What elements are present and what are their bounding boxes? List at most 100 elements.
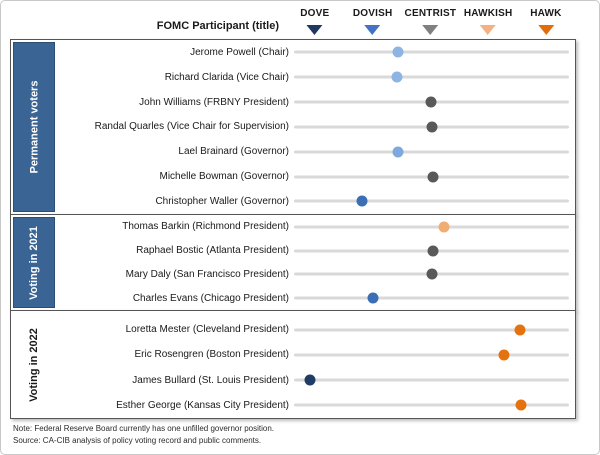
participant-row: John Williams (FRBNY President) bbox=[57, 90, 575, 114]
participant-name: James Bullard (St. Louis President) bbox=[132, 374, 289, 386]
group-section: Voting in 2022 Loretta Mester (Cleveland … bbox=[10, 310, 576, 419]
scale-category-label: HAWKISH bbox=[463, 8, 513, 19]
group-label: Voting in 2021 bbox=[28, 225, 41, 300]
scale-category-label: DOVE bbox=[300, 8, 330, 19]
source-line: Source: CA-CIB analysis of policy voting… bbox=[13, 435, 262, 445]
track-line bbox=[294, 296, 569, 300]
stance-dot bbox=[427, 171, 439, 183]
stance-track bbox=[294, 65, 569, 89]
participant-row: Esther George (Kansas City President) bbox=[57, 393, 575, 417]
participant-name: Lael Brainard (Governor) bbox=[178, 146, 289, 158]
track-line bbox=[294, 75, 569, 79]
participant-row: Loretta Mester (Cleveland President) bbox=[57, 318, 575, 342]
scale-header-track: DOVE DOVISH CENTRIST HAWKISH HAWK bbox=[290, 1, 569, 39]
participant-name: Richard Clarida (Vice Chair) bbox=[164, 71, 289, 83]
stance-track bbox=[294, 263, 569, 287]
stance-track bbox=[294, 239, 569, 263]
track-line bbox=[294, 378, 569, 382]
stance-dot bbox=[514, 324, 526, 336]
participant-name: Raphael Bostic (Atlanta President) bbox=[136, 245, 289, 257]
group-sidebar: Voting in 2022 bbox=[13, 313, 55, 416]
stance-dot bbox=[426, 268, 438, 280]
track-line bbox=[294, 50, 569, 54]
participant-name: Charles Evans (Chicago President) bbox=[132, 292, 289, 304]
stance-track bbox=[294, 368, 569, 392]
stance-dot bbox=[392, 146, 404, 158]
track-line bbox=[294, 353, 569, 357]
participant-name: Christopher Waller (Governor) bbox=[155, 195, 289, 207]
scale-category: HAWK bbox=[530, 8, 561, 35]
participant-row: Lael Brainard (Governor) bbox=[57, 140, 575, 164]
scale-category-label: HAWK bbox=[530, 8, 562, 19]
participant-row: Michelle Bowman (Governor) bbox=[57, 165, 575, 189]
participant-name: Esther George (Kansas City President) bbox=[116, 399, 289, 411]
scale-category: HAWKISH bbox=[464, 8, 513, 35]
participant-row: Eric Rosengren (Boston President) bbox=[57, 343, 575, 367]
stance-track bbox=[294, 393, 569, 417]
stance-dot bbox=[367, 292, 379, 304]
participant-name: Eric Rosengren (Boston President) bbox=[134, 349, 289, 361]
participant-row: Thomas Barkin (Richmond President) bbox=[57, 215, 575, 239]
scale-category-label: CENTRIST bbox=[404, 8, 457, 19]
hawkish-triangle-icon bbox=[480, 25, 497, 35]
group-label: Permanent voters bbox=[28, 80, 40, 174]
stance-track bbox=[294, 40, 569, 64]
stance-dot bbox=[426, 121, 438, 133]
stance-dot bbox=[438, 221, 450, 233]
stance-dot bbox=[427, 245, 439, 257]
participant-name: Michelle Bowman (Governor) bbox=[159, 171, 290, 183]
participant-name: Thomas Barkin (Richmond President) bbox=[122, 221, 289, 233]
hawk-triangle-icon bbox=[537, 25, 554, 35]
footnotes: Note: Federal Reserve Board currently ha… bbox=[13, 423, 274, 446]
group-label: Voting in 2022 bbox=[28, 327, 41, 402]
participant-name: Mary Daly (San Francisco President) bbox=[125, 268, 289, 280]
scale-category-label: DOVISH bbox=[352, 8, 393, 19]
stance-track bbox=[294, 189, 569, 213]
participant-name: Randal Quarles (Vice Chair for Supervisi… bbox=[94, 121, 289, 133]
participant-row: Richard Clarida (Vice Chair) bbox=[57, 65, 575, 89]
participant-row: Christopher Waller (Governor) bbox=[57, 189, 575, 213]
stance-track bbox=[294, 318, 569, 342]
track-line bbox=[294, 225, 569, 229]
participant-name: Jerome Powell (Chair) bbox=[190, 46, 289, 58]
sections: Permanent voters Jerome Powell (Chair) Ric… bbox=[10, 39, 576, 419]
stance-dot bbox=[356, 195, 368, 207]
stance-track bbox=[294, 165, 569, 189]
chart-header: FOMC Participant (title) DOVE DOVISH CENTR… bbox=[1, 1, 599, 39]
note-line: Note: Federal Reserve Board currently ha… bbox=[13, 424, 275, 433]
stance-dot bbox=[392, 46, 404, 58]
stance-dot bbox=[498, 349, 510, 361]
stance-track bbox=[294, 343, 569, 367]
participant-row: Jerome Powell (Chair) bbox=[57, 40, 575, 64]
dovish-triangle-icon bbox=[364, 25, 381, 35]
group-section: Voting in 2021 Thomas Barkin (Richmond Pr… bbox=[10, 214, 576, 311]
participant-name: Loretta Mester (Cleveland President) bbox=[125, 324, 289, 336]
participant-row: Mary Daly (San Francisco President) bbox=[57, 263, 575, 287]
track-line bbox=[294, 403, 569, 407]
participant-row: Raphael Bostic (Atlanta President) bbox=[57, 239, 575, 263]
track-line bbox=[294, 328, 569, 332]
dove-triangle-icon bbox=[306, 25, 323, 35]
stance-track bbox=[294, 286, 569, 310]
scale-category: DOVISH bbox=[353, 8, 393, 35]
group-sidebar: Voting in 2021 bbox=[13, 217, 55, 308]
participant-name: John Williams (FRBNY President) bbox=[139, 96, 289, 108]
participant-row: James Bullard (St. Louis President) bbox=[57, 368, 575, 392]
scale-category: CENTRIST bbox=[405, 8, 457, 35]
scale-category: DOVE bbox=[300, 8, 329, 35]
stance-track bbox=[294, 90, 569, 114]
stance-dot bbox=[391, 71, 403, 83]
track-line bbox=[294, 150, 569, 154]
track-line bbox=[294, 199, 569, 203]
participant-row: Randal Quarles (Vice Chair for Supervisi… bbox=[57, 115, 575, 139]
group-sidebar: Permanent voters bbox=[13, 42, 55, 212]
stance-dot bbox=[425, 96, 437, 108]
stance-dot bbox=[515, 399, 527, 411]
participant-row: Charles Evans (Chicago President) bbox=[57, 286, 575, 310]
stance-track bbox=[294, 140, 569, 164]
participant-column-header: FOMC Participant (title) bbox=[156, 20, 279, 32]
stance-track bbox=[294, 215, 569, 239]
stance-dot bbox=[304, 374, 316, 386]
centrist-triangle-icon bbox=[422, 25, 439, 35]
